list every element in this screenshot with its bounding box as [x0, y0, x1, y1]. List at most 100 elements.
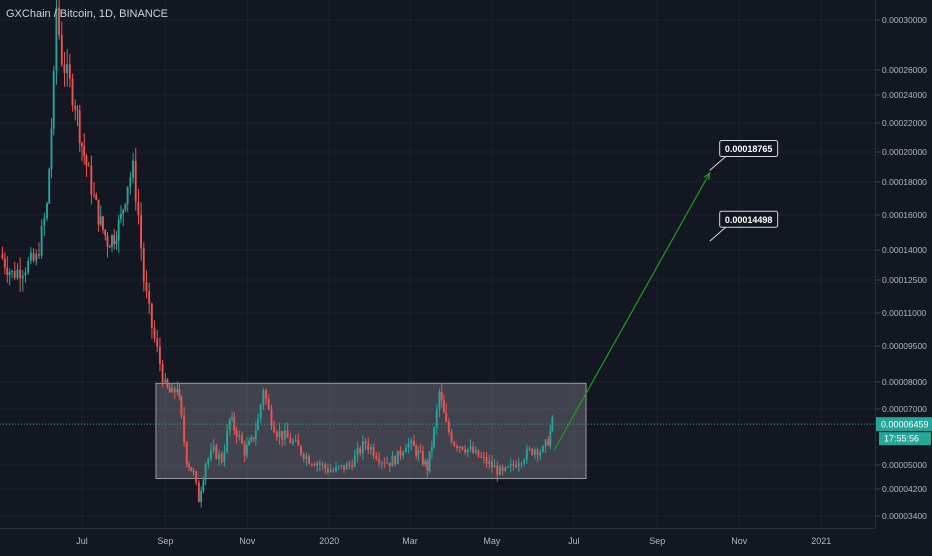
- time-axis[interactable]: Jul Sep Nov 2020 Mar May Jul Sep Nov 2021: [0, 528, 875, 550]
- candle-body: [111, 235, 113, 247]
- candle-body: [302, 454, 305, 460]
- candle-body: [188, 464, 190, 468]
- candle-body: [549, 430, 552, 446]
- price-tick-label: 0.00012500: [882, 275, 927, 285]
- candle-body: [40, 225, 43, 256]
- candle-body: [316, 463, 319, 466]
- candle-body: [93, 194, 95, 196]
- candle-body: [200, 491, 203, 503]
- price-tick-label: 0.00007000: [882, 404, 927, 414]
- price-axis[interactable]: 0.00030000 0.00026000 0.00024000 0.00022000…: [875, 0, 932, 528]
- candle-body: [90, 165, 93, 195]
- candle-body: [501, 466, 504, 471]
- candle-body: [278, 430, 281, 438]
- callout-label: 0.00018765: [725, 144, 773, 154]
- candle-body: [313, 464, 316, 466]
- candle-body: [407, 443, 410, 448]
- candle-body: [192, 471, 195, 473]
- time-tick-label: Jul: [568, 536, 580, 546]
- candle-body: [117, 219, 120, 241]
- candle-body: [273, 426, 276, 433]
- candle-body: [542, 446, 544, 452]
- candle-body: [8, 271, 11, 276]
- candle-body: [95, 194, 98, 200]
- candle-body: [404, 447, 407, 453]
- candle-body: [161, 363, 164, 383]
- candle-body: [148, 291, 151, 304]
- candle-body: [536, 449, 539, 456]
- candle-body: [60, 34, 63, 65]
- candle-body: [50, 128, 53, 169]
- candle-body: [32, 252, 35, 261]
- candle-body: [122, 209, 125, 214]
- candle-body: [517, 463, 520, 468]
- candle-body: [104, 229, 107, 236]
- candle-body: [210, 450, 212, 459]
- candle-body: [267, 398, 270, 410]
- candle-body: [455, 445, 458, 448]
- candle-body: [372, 447, 375, 457]
- price-tick-label: 0.00016000: [882, 210, 927, 220]
- candle-body: [294, 439, 297, 441]
- candle-body: [176, 389, 179, 393]
- candle-body: [231, 417, 233, 419]
- candle-body: [66, 64, 69, 74]
- candle-body: [145, 281, 148, 292]
- candle-body: [140, 215, 143, 249]
- time-axis-svg: Jul Sep Nov 2020 Mar May Jul Sep Nov 2021: [76, 536, 831, 546]
- time-tick-label: May: [483, 536, 501, 546]
- price-tick-label: 0.00009500: [882, 341, 927, 351]
- candle-body: [300, 445, 302, 455]
- candle-body: [375, 456, 378, 459]
- candle-body: [58, 7, 61, 35]
- candle-body: [461, 446, 464, 450]
- candle-body: [252, 437, 255, 439]
- candle-body: [394, 456, 397, 465]
- candle-body: [359, 448, 362, 454]
- candle-body: [324, 464, 327, 469]
- candle-body: [220, 453, 223, 463]
- price-chart[interactable]: 0.00018765 0.00014498: [0, 0, 875, 528]
- time-tick-label: Sep: [157, 536, 173, 546]
- candle-body: [254, 430, 257, 439]
- candle-body: [108, 246, 111, 248]
- candle-body: [440, 391, 443, 401]
- candle-body: [499, 466, 501, 475]
- candle-body: [29, 252, 32, 261]
- candle-body: [173, 388, 176, 393]
- price-tick-label: 0.00018000: [882, 177, 927, 187]
- candle-body: [164, 379, 167, 383]
- candle-body: [43, 218, 46, 226]
- candle-body: [166, 379, 169, 388]
- candle-body: [6, 267, 9, 276]
- time-tick-label: Nov: [239, 536, 256, 546]
- price-tick-label: 0.00004200: [882, 484, 927, 494]
- candle-body: [113, 235, 116, 245]
- candle-body: [259, 404, 262, 419]
- candle-body: [275, 432, 278, 438]
- candle-body: [430, 446, 433, 452]
- candle-body: [528, 448, 531, 450]
- candle-body: [445, 412, 448, 422]
- candle-body: [52, 71, 55, 129]
- candle-body: [78, 110, 81, 144]
- candle-body: [348, 463, 351, 466]
- candle-body: [544, 439, 547, 447]
- candle-body: [63, 64, 66, 74]
- candle-body: [180, 396, 183, 416]
- candle-body: [80, 143, 83, 147]
- candle-body: [37, 254, 40, 256]
- candle-body: [399, 450, 402, 456]
- candle-body: [286, 430, 289, 438]
- candle-body: [195, 471, 198, 483]
- candle-body: [426, 460, 429, 471]
- symbol-title: GXChain / Bitcoin, 1D, BINANCE: [6, 8, 169, 20]
- candle-body: [466, 449, 469, 453]
- chart-area[interactable]: 0.00018765 0.00014498 GXChain / Bitcoin, …: [0, 0, 875, 528]
- countdown-label: 17:55:56: [884, 434, 919, 444]
- candle-body: [132, 160, 134, 178]
- candle-body: [364, 441, 367, 444]
- candle-body: [391, 456, 394, 467]
- candle-body: [158, 346, 161, 364]
- candle-body: [412, 440, 415, 447]
